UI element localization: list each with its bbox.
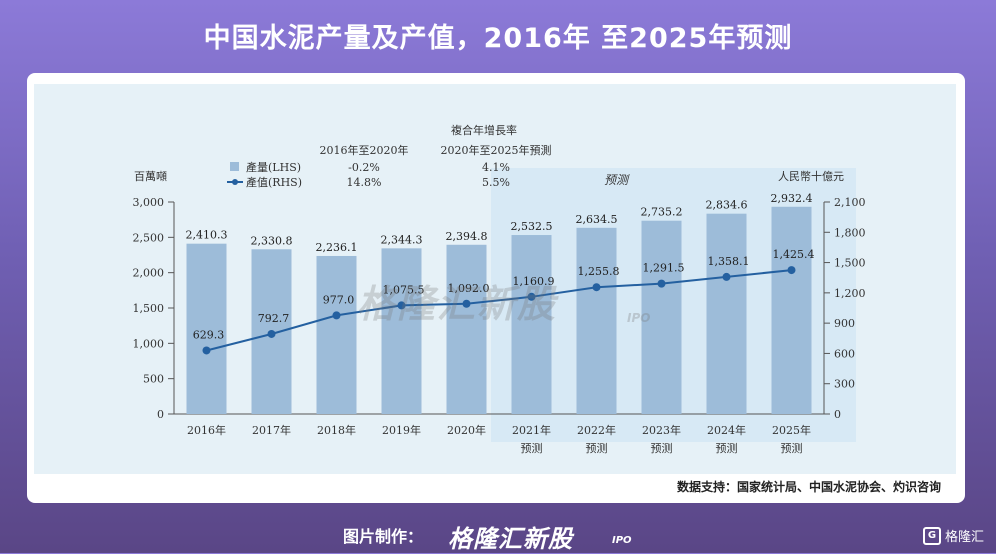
forecast-tick-label: 预测 — [521, 442, 543, 455]
footer-logo: G 格隆汇 — [922, 526, 984, 545]
bar-label: 2,344.3 — [381, 233, 423, 246]
cement-chart: 预测 0 500 1,000 1,500 2,000 2,500 3,000 0 300 600 90… — [133, 123, 866, 455]
line-label: 977.0 — [323, 293, 355, 306]
bar-2025年 — [771, 206, 812, 414]
x-tick-label: 2022年 — [577, 423, 616, 437]
bar-label: 2,236.1 — [316, 241, 358, 254]
watermark-ipo: IPO — [627, 311, 651, 325]
bar-label: 2,834.6 — [706, 199, 748, 212]
left-tick-label: 0 — [157, 408, 164, 421]
bar-2020年 — [446, 244, 487, 414]
bar-label: 2,735.2 — [641, 206, 683, 219]
bar-label: 2,394.8 — [446, 230, 488, 243]
line-point-2022年 — [592, 283, 601, 292]
x-tick-label: 2019年 — [382, 423, 421, 437]
line-label: 792.7 — [258, 312, 290, 325]
left-axis-title: 百萬噸 — [134, 169, 167, 183]
watermark: 格隆汇新股 — [357, 282, 558, 326]
bar-2022年 — [576, 227, 617, 414]
cagr-bar-v1: -0.2% — [348, 161, 380, 174]
x-tick-label: 2021年 — [512, 423, 551, 437]
right-tick-label: 300 — [834, 378, 855, 391]
bar-2016年 — [186, 243, 227, 414]
legend-line-marker — [232, 179, 238, 185]
value-line — [206, 269, 792, 352]
left-tick-label: 2,000 — [133, 267, 165, 280]
line-label: 1,092.0 — [448, 282, 490, 295]
right-tick-label: 600 — [834, 347, 855, 360]
x-tick-label: 2017年 — [252, 423, 291, 437]
bar-label: 2,532.5 — [511, 220, 553, 233]
x-tick-label: 2016年 — [187, 423, 226, 437]
line-point-2018年 — [332, 311, 341, 320]
right-tick-label: 0 — [834, 408, 841, 421]
legend-bar-swatch — [230, 162, 239, 171]
footer-brand: 格隆汇新股 — [448, 525, 573, 553]
left-tick-label: 3,000 — [133, 196, 165, 209]
cagr-line-v1: 14.8% — [347, 176, 382, 189]
bar-2023年 — [641, 220, 682, 414]
logo-text: 格隆汇 — [944, 530, 984, 545]
line-point-2016年 — [202, 346, 211, 355]
footer-brand-ipo: IPO — [612, 535, 632, 546]
data-source: 数据支持：国家统计局、中国水泥协会、灼识咨询 — [676, 480, 941, 494]
cagr-line-v2: 5.5% — [482, 176, 510, 189]
line-label: 1,255.8 — [578, 265, 620, 278]
right-tick-label: 1,500 — [834, 257, 866, 270]
forecast-tick-label: 预测 — [586, 442, 608, 455]
bar-label: 2,330.8 — [251, 234, 293, 247]
line-label: 1,425.4 — [773, 248, 815, 261]
line-point-2021年 — [527, 292, 536, 301]
bar-2018年 — [316, 255, 357, 414]
right-tick-label: 1,800 — [834, 226, 866, 239]
bar-2019年 — [381, 248, 422, 414]
cagr-title: 複合年增長率 — [451, 123, 517, 137]
forecast-region-label: 预测 — [604, 173, 630, 187]
cagr-col1-header: 2016年至2020年 — [320, 143, 409, 157]
x-tick-label: 2025年 — [772, 423, 811, 437]
chart-card: 预测 0 500 1,000 1,500 2,000 2,500 3,000 0 300 600 90… — [27, 73, 965, 503]
cagr-col2-header: 2020年至2025年預測 — [441, 143, 552, 157]
right-tick-label: 900 — [834, 317, 855, 330]
line-label: 1,291.5 — [643, 262, 685, 275]
forecast-tick-label: 预测 — [716, 442, 738, 455]
forecast-tick-label: 预测 — [781, 442, 803, 455]
legend-line-label: 產值(RHS) — [246, 175, 302, 189]
page-title: 中国水泥产量及产值，2016年 至2025年预测 — [203, 23, 793, 54]
x-tick-label: 2023年 — [642, 423, 681, 437]
line-point-2020年 — [462, 299, 471, 308]
line-label: 629.3 — [193, 328, 225, 341]
right-tick-label: 1,200 — [834, 287, 866, 300]
line-label: 1,358.1 — [708, 255, 750, 268]
left-tick-label: 1,500 — [133, 302, 165, 315]
right-tick-label: 2,100 — [834, 196, 866, 209]
line-label: 1,160.9 — [513, 275, 555, 288]
footer: 图片制作： 格隆汇新股 IPO G 格隆汇 — [0, 515, 996, 553]
footer-credit: 图片制作： — [343, 527, 424, 546]
bar-label: 2,410.3 — [186, 229, 228, 242]
legend-bar-label: 產量(LHS) — [246, 160, 301, 174]
line-label: 1,075.5 — [383, 283, 425, 296]
left-tick-label: 500 — [143, 373, 164, 386]
bar-2024年 — [706, 213, 747, 414]
line-point-2025年 — [787, 266, 796, 275]
cagr-bar-v2: 4.1% — [482, 161, 510, 174]
line-point-2017年 — [267, 329, 276, 338]
x-tick-label: 2018年 — [317, 423, 356, 437]
bar-label: 2,932.4 — [771, 192, 813, 205]
x-tick-label: 2024年 — [707, 423, 746, 437]
line-point-2024年 — [722, 272, 731, 281]
left-tick-label: 1,000 — [133, 337, 165, 350]
bar-label: 2,634.5 — [576, 213, 618, 226]
left-tick-label: 2,500 — [133, 231, 165, 244]
line-point-2023年 — [657, 279, 666, 288]
logo-icon: G — [922, 526, 941, 545]
bar-2021年 — [511, 235, 552, 414]
chart-area: 预测 0 500 1,000 1,500 2,000 2,500 3,000 0 300 600 90… — [34, 84, 956, 474]
x-tick-label: 2020年 — [447, 423, 486, 437]
right-axis-title: 人民幣十億元 — [778, 169, 844, 183]
line-point-2019年 — [397, 301, 406, 310]
forecast-tick-label: 预测 — [651, 442, 673, 455]
